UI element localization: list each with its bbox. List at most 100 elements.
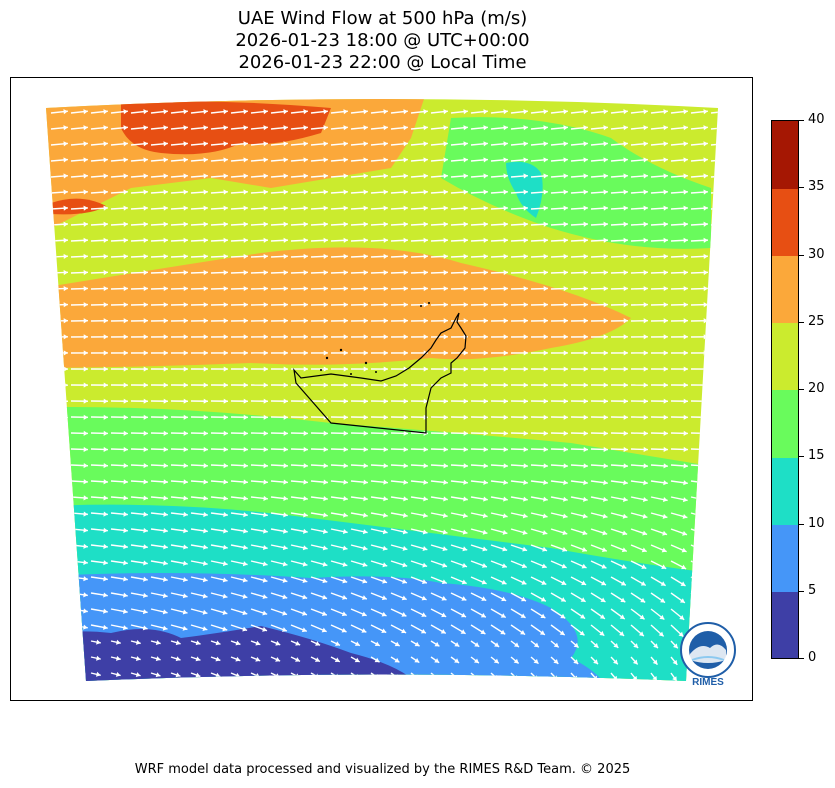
colorbar-segment	[772, 322, 798, 391]
wind-arrow-head	[543, 318, 548, 324]
wind-arrow-head	[543, 141, 548, 147]
wind-arrow-head	[702, 530, 707, 536]
wind-arrow-head	[663, 480, 668, 486]
wind-arrow-head	[363, 382, 368, 388]
wind-arrow-head	[724, 238, 728, 243]
wind-arrow-head	[663, 141, 668, 147]
wind-arrow-head	[322, 594, 328, 600]
wind-arrow-head	[323, 269, 328, 276]
wind-arrow-head	[182, 576, 188, 583]
wind-arrow-head	[103, 382, 108, 388]
wind-arrow-head	[483, 496, 488, 502]
wind-arrow-head	[295, 640, 301, 646]
wind-arrow	[50, 480, 69, 483]
wind-arrow-head	[83, 253, 88, 259]
wind-arrow-head	[223, 237, 228, 243]
wind-arrow-head	[83, 382, 88, 388]
wind-arrow-head	[581, 547, 587, 552]
wind-arrow-head	[163, 253, 168, 259]
wind-arrow-head	[421, 612, 427, 617]
wind-arrow-head	[679, 598, 685, 603]
wind-arrow-head	[183, 479, 188, 485]
wind-arrow-head	[143, 318, 148, 324]
wind-arrow-head	[303, 109, 308, 115]
wind-arrow-head	[123, 544, 128, 550]
wind-arrow-head	[403, 463, 408, 469]
wind-arrow-head	[255, 656, 261, 662]
uae-border-outline	[293, 312, 467, 434]
wind-arrow-head	[663, 382, 668, 388]
wind-arrow-head	[483, 173, 488, 179]
wind-arrow	[710, 528, 718, 536]
wind-arrow-head	[683, 463, 688, 469]
wind-arrow-head	[563, 189, 568, 195]
wind-arrow-head	[540, 613, 546, 619]
wind-arrow-head	[123, 414, 128, 420]
wind-arrow-head	[523, 189, 528, 195]
wind-arrow-head	[143, 125, 148, 131]
wind-arrow-head	[543, 286, 548, 292]
wind-arrow-head	[403, 318, 408, 324]
wind-arrow-head	[263, 334, 268, 340]
wind-arrow-head	[262, 561, 268, 567]
wind-arrow-head	[323, 446, 328, 453]
wind-arrow-head	[103, 495, 108, 501]
wind-arrow-head	[434, 658, 440, 663]
wind-arrow-head	[143, 576, 148, 582]
wind-arrow-head	[613, 659, 618, 665]
wind-arrow-head	[603, 318, 608, 324]
wind-arrow-head	[143, 302, 148, 308]
wind-arrow-head	[143, 221, 148, 227]
wind-arrow-head	[263, 382, 268, 388]
wind-arrow-head	[123, 334, 128, 340]
wind-arrow-head	[203, 125, 208, 131]
wind-arrow-head	[443, 479, 448, 485]
wind-arrow-head	[541, 563, 547, 569]
wind-arrow-head	[563, 366, 568, 372]
wind-arrow-head	[703, 125, 708, 131]
wind-arrow	[690, 592, 706, 604]
wind-arrow-head	[63, 624, 68, 630]
wind-arrow-head	[643, 221, 648, 227]
wind-arrow	[710, 544, 718, 553]
wind-arrow-head	[382, 562, 388, 568]
wind-arrow-head	[283, 237, 288, 243]
wind-arrow-head	[263, 528, 268, 534]
wind-arrow-head	[421, 579, 427, 584]
wind-arrow-head	[203, 221, 208, 227]
wind-arrow-head	[322, 561, 328, 567]
wind-arrow-head	[63, 334, 68, 340]
wind-arrow-head	[643, 173, 648, 179]
wind-arrow-head	[543, 446, 548, 453]
wind-arrow-head	[262, 626, 268, 632]
wind-arrow-head	[203, 479, 208, 485]
wind-arrow-head	[723, 141, 728, 146]
wind-arrow-head	[643, 318, 648, 324]
wind-arrow-head	[663, 205, 668, 211]
wind-arrow-head	[480, 629, 486, 634]
wind-arrow-head	[103, 462, 108, 469]
wind-arrow-head	[202, 577, 208, 583]
wind-arrow-head	[583, 382, 588, 388]
wind-arrow-head	[663, 286, 668, 292]
wind-arrow-head	[163, 398, 168, 404]
wind-arrow-head	[720, 582, 725, 586]
wind-arrow-head	[263, 366, 268, 372]
wind-arrow	[70, 640, 81, 644]
wind-arrow-head	[423, 109, 428, 115]
wind-arrow-head	[394, 674, 400, 679]
wind-arrow-head	[283, 318, 288, 324]
wind-arrow-head	[263, 237, 268, 243]
wind-arrow-head	[383, 398, 388, 404]
wind-arrow-head	[115, 671, 121, 677]
wind-arrow-head	[123, 253, 128, 259]
wind-arrow-head	[123, 560, 128, 566]
wind-arrow-head	[443, 382, 448, 388]
wind-arrow-head	[203, 173, 208, 179]
wind-arrow-head	[523, 157, 528, 163]
wind-arrow-head	[503, 286, 508, 292]
wind-arrow-head	[643, 480, 648, 486]
wind-arrow-head	[63, 109, 68, 115]
wind-arrow-head	[503, 479, 508, 485]
wind-arrow-head	[303, 334, 308, 340]
